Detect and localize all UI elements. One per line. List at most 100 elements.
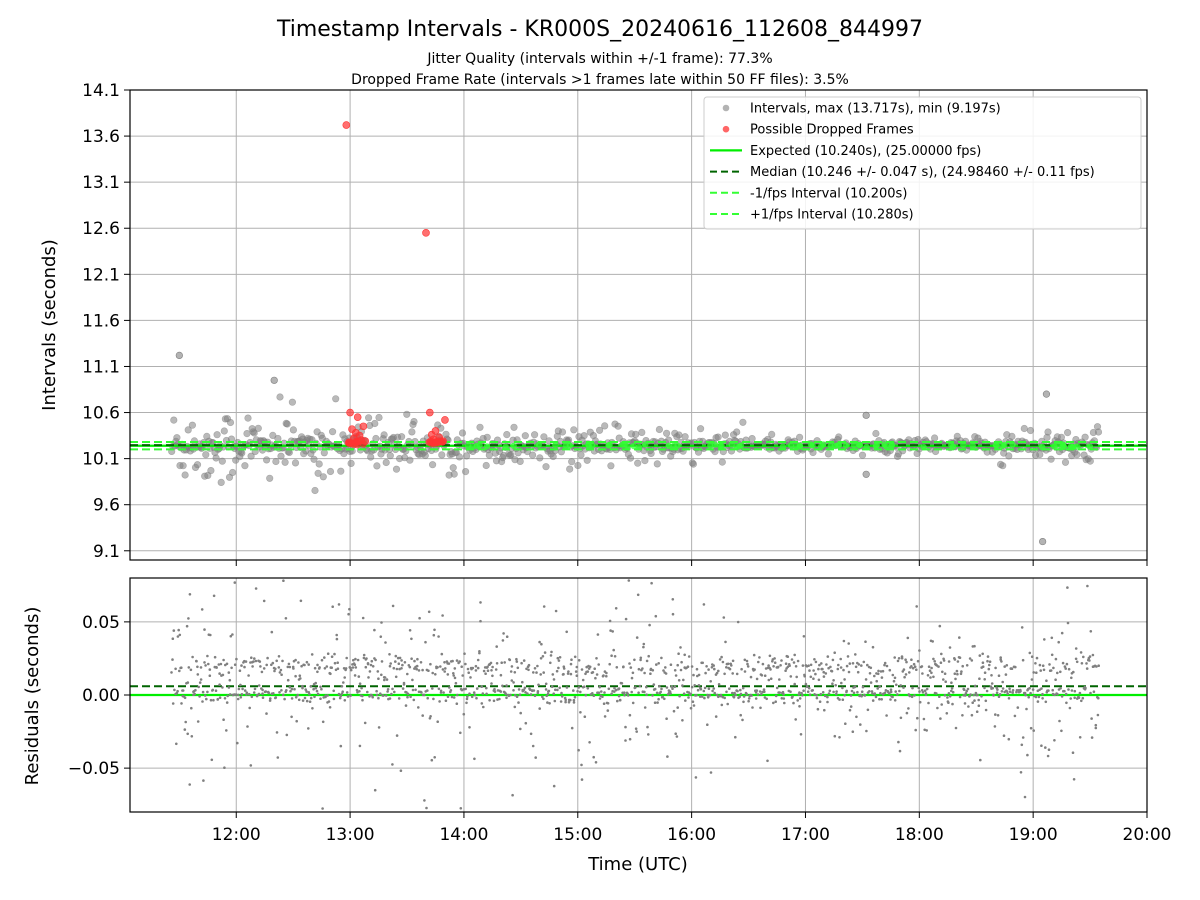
residual-point [517,688,521,691]
residual-point [356,658,360,662]
residual-point [984,699,988,703]
residual-point [1054,657,1058,661]
x-tick-label: 15:00 [553,825,602,845]
residual-point [368,670,372,673]
residual-point [254,587,258,590]
residual-point [904,673,908,676]
residual-point [745,692,748,696]
residual-point [363,721,367,725]
residual-point [778,678,781,681]
residual-point [209,698,213,702]
residual-point [222,658,225,662]
residual-point [598,685,601,689]
residual-point [911,686,914,690]
residual-point [970,713,974,717]
residual-point [1060,631,1064,635]
residual-point [297,698,301,702]
residual-point [228,693,232,696]
residual-point [885,664,889,668]
residual-point [652,683,656,686]
residual-point [856,670,860,674]
interval-point [862,470,870,478]
residual-point [583,685,586,688]
residual-point [1016,706,1020,709]
residual-point [1097,664,1100,667]
residual-point [468,692,471,695]
residual-point [728,687,731,690]
dropped-frame-point [353,413,362,421]
residual-point [649,667,653,671]
residual-point [916,659,920,663]
residual-point [736,620,740,624]
residual-point [845,689,848,693]
residual-point [513,671,517,674]
residual-point [218,683,221,686]
interval-point [207,467,215,475]
interval-point [862,411,870,419]
interval-point [179,462,187,470]
residual-point [380,673,383,677]
residual-point [891,673,895,677]
residual-point [769,668,772,671]
residual-point [703,696,706,700]
residual-point [294,658,297,662]
residual-point [616,699,619,703]
residual-point [847,670,851,674]
residual-point [464,687,468,691]
interval-point [476,423,484,431]
residual-point [774,700,777,703]
residual-point [509,693,512,697]
interval-point [247,452,255,460]
interval-point-inband [1067,443,1075,450]
residual-point [469,676,472,679]
dropped-frame-point [342,121,351,129]
residual-point [526,692,529,695]
residual-point [345,691,349,694]
residual-point [628,713,632,717]
residual-point [567,700,571,704]
residual-point [999,656,1002,659]
residual-point [962,688,966,691]
residual-point [746,665,750,668]
residual-point [449,689,453,692]
residual-point [438,700,441,703]
residual-point [613,655,617,658]
residual-point [197,685,200,689]
residual-point [891,695,894,699]
residual-point [1006,692,1009,695]
residual-point [910,665,913,668]
residual-point [383,676,387,679]
interval-point [403,410,411,418]
residual-point [996,714,1000,717]
residual-point [606,709,610,712]
residual-point [636,593,640,597]
interval-point [655,425,664,434]
residual-point [485,686,488,690]
residual-point [1097,696,1100,700]
residual-point [997,695,1001,698]
legend-label: Intervals, max (13.717s), min (9.197s) [750,102,1001,117]
interval-point [714,433,722,441]
residual-point [431,671,435,675]
residual-point [1014,665,1017,669]
residual-point [933,660,936,663]
residual-point [877,669,880,673]
residual-point [775,686,779,690]
residual-point [524,691,527,694]
residual-point [394,660,397,663]
residual-point [374,658,377,662]
residual-point [355,688,359,692]
dropped-frame-point [359,422,368,431]
residual-point [332,697,336,701]
interval-point [438,451,446,459]
residual-point [812,677,815,680]
residual-point [223,766,226,769]
residual-point [294,696,298,699]
interval-point [392,465,401,473]
residual-point [1032,729,1035,732]
residual-point [1057,640,1060,644]
interval-point-inband [552,441,559,449]
interval-point [193,461,202,469]
residual-point [931,640,934,643]
residual-point [1082,655,1085,659]
